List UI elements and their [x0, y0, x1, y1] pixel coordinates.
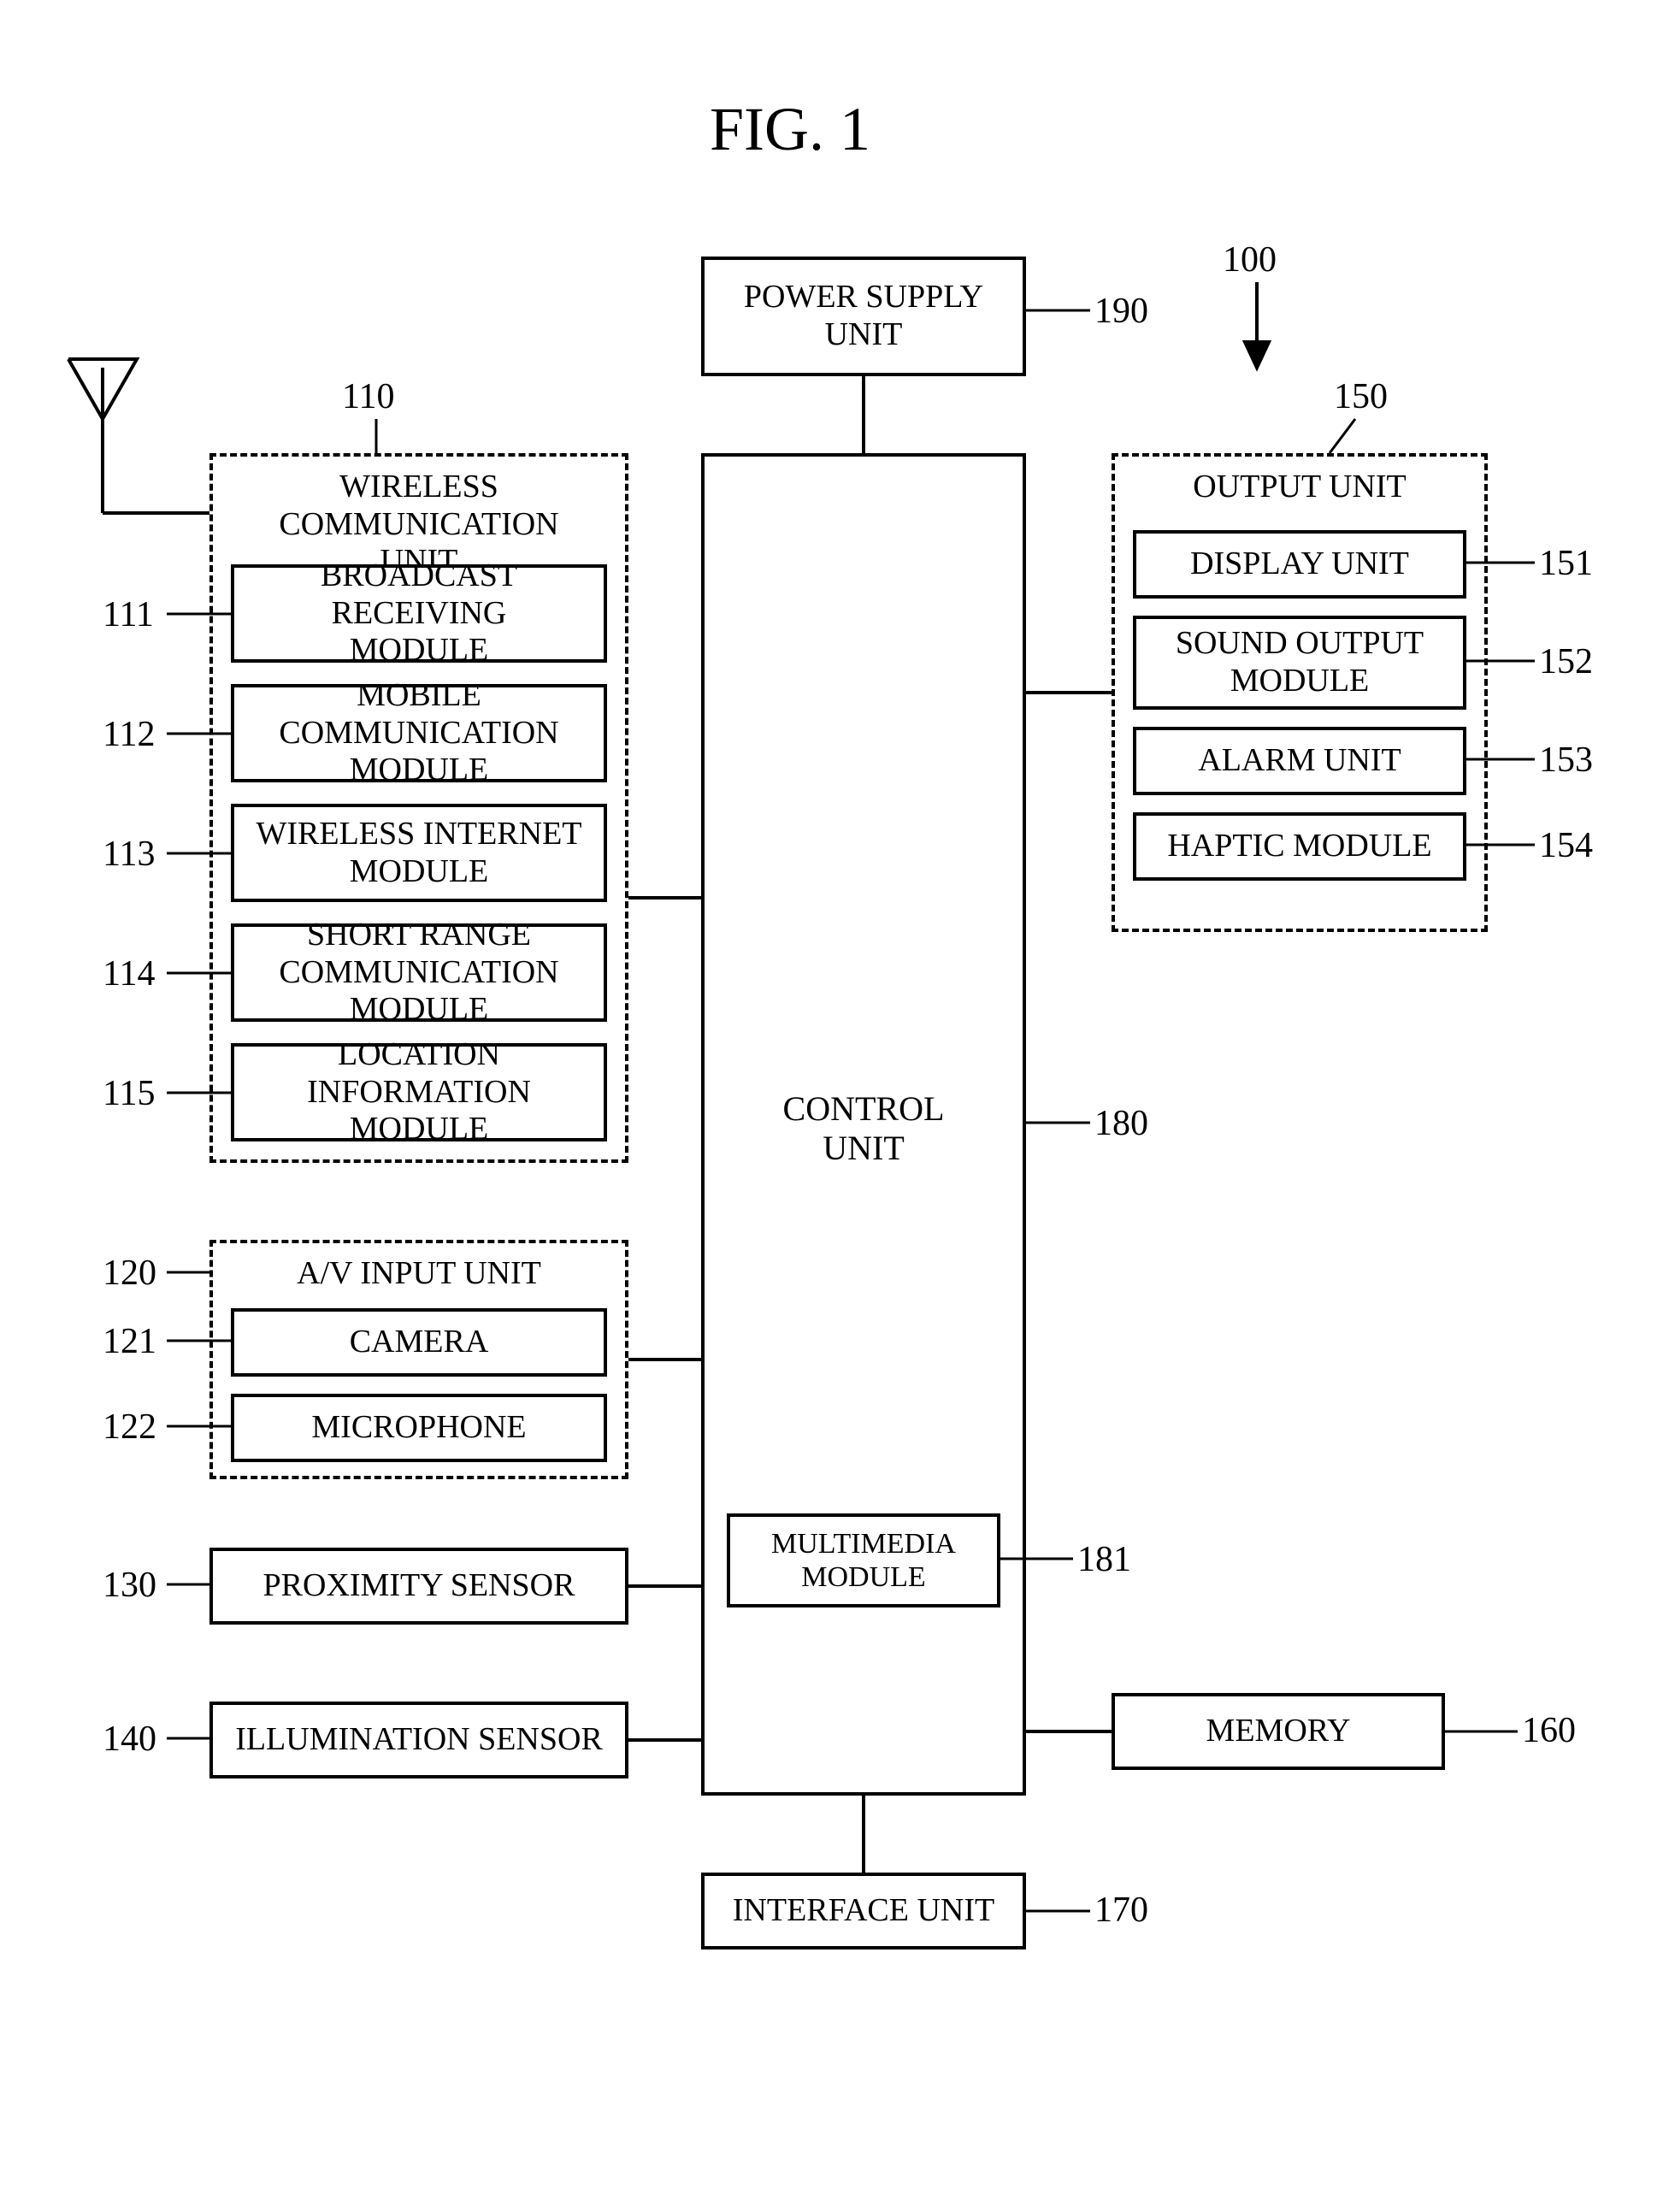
- ref-152: 152: [1539, 641, 1593, 682]
- block-wireless-internet: WIRELESS INTERNETMODULE: [231, 804, 607, 902]
- ref-154: 154: [1539, 825, 1593, 866]
- group-av-title: A/V INPUT UNIT: [213, 1255, 625, 1293]
- diagram-canvas: FIG. 1 POWER SUPPLYUNIT CONTROLUNIT MULT…: [0, 0, 1669, 2212]
- ref-160: 160: [1522, 1710, 1576, 1751]
- ref-121: 121: [103, 1321, 156, 1362]
- block-microphone: MICROPHONE: [231, 1394, 607, 1462]
- block-haptic: HAPTIC MODULE: [1133, 812, 1466, 881]
- block-interface: INTERFACE UNIT: [701, 1873, 1026, 1950]
- group-output-title: OUTPUT UNIT: [1115, 469, 1484, 506]
- block-alarm: ALARM UNIT: [1133, 727, 1466, 795]
- ref-113: 113: [103, 834, 155, 875]
- ref-114: 114: [103, 953, 155, 994]
- figure-title: FIG. 1: [710, 94, 870, 165]
- ref-180: 180: [1094, 1103, 1148, 1144]
- ref-111: 111: [103, 594, 154, 635]
- ref-190: 190: [1094, 291, 1148, 332]
- ref-181: 181: [1077, 1539, 1131, 1580]
- ref-153: 153: [1539, 740, 1593, 781]
- ref-122: 122: [103, 1407, 156, 1448]
- ref-100: 100: [1223, 239, 1277, 280]
- block-sound: SOUND OUTPUTMODULE: [1133, 616, 1466, 710]
- ref-112: 112: [103, 714, 155, 755]
- ref-115: 115: [103, 1073, 155, 1114]
- block-multimedia: MULTIMEDIAMODULE: [727, 1513, 1000, 1607]
- arrow-100: [1245, 282, 1269, 368]
- ref-170: 170: [1094, 1890, 1148, 1931]
- block-broadcast: BROADCAST RECEIVINGMODULE: [231, 564, 607, 663]
- ref-130: 130: [103, 1565, 156, 1606]
- block-location: LOCATION INFORMATIONMODULE: [231, 1043, 607, 1141]
- block-illumination: ILLUMINATION SENSOR: [209, 1702, 628, 1778]
- ref-140: 140: [103, 1719, 156, 1760]
- block-memory: MEMORY: [1112, 1693, 1445, 1770]
- block-camera: CAMERA: [231, 1308, 607, 1377]
- control-unit-label: CONTROLUNIT: [705, 1089, 1023, 1168]
- block-short-range: SHORT RANGECOMMUNICATION MODULE: [231, 923, 607, 1022]
- ref-110: 110: [342, 376, 394, 417]
- ref-151: 151: [1539, 543, 1593, 584]
- block-display: DISPLAY UNIT: [1133, 530, 1466, 599]
- ref-120: 120: [103, 1253, 156, 1294]
- block-power-supply: POWER SUPPLYUNIT: [701, 257, 1026, 376]
- block-mobile-comm: MOBILE COMMUNICATIONMODULE: [231, 684, 607, 782]
- block-proximity: PROXIMITY SENSOR: [209, 1548, 628, 1625]
- ref-150: 150: [1334, 376, 1388, 417]
- antenna-icon: [68, 359, 137, 513]
